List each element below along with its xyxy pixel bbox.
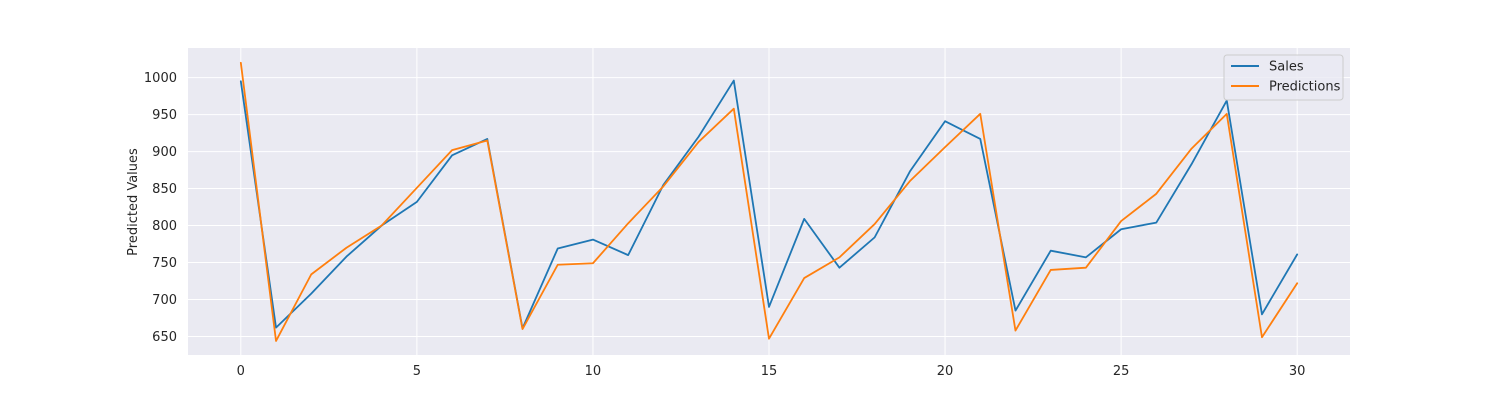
x-tick-label: 5 — [413, 364, 421, 379]
x-tick-label: 30 — [1289, 364, 1306, 379]
y-axis-label: Predicted Values — [126, 148, 141, 256]
y-tick-label: 650 — [152, 330, 177, 345]
legend: Sales Predictions — [1223, 54, 1344, 101]
series-layer — [239, 61, 1299, 342]
grid-layer — [188, 48, 1350, 355]
y-tick-label: 700 — [152, 293, 177, 308]
x-tick-labels: 0 5 10 15 20 25 30 — [237, 364, 1306, 379]
series-line-predictions — [239, 61, 1299, 342]
y-tick-labels: 650 700 750 800 850 900 950 1000 — [144, 71, 177, 345]
y-tick-label: 950 — [152, 108, 177, 123]
x-tick-label: 15 — [761, 364, 778, 379]
y-tick-label: 800 — [152, 219, 177, 234]
y-tick-label: 850 — [152, 182, 177, 197]
x-tick-label: 25 — [1113, 364, 1130, 379]
y-tick-label: 750 — [152, 256, 177, 271]
x-tick-label: 0 — [237, 364, 245, 379]
y-tick-label: 1000 — [144, 71, 177, 86]
x-tick-label: 20 — [937, 364, 954, 379]
x-tick-label: 10 — [585, 364, 602, 379]
legend-label-predictions: Predictions — [1269, 80, 1341, 95]
series-line-sales — [239, 79, 1299, 330]
legend-label-sales: Sales — [1269, 60, 1304, 75]
y-tick-label: 900 — [152, 145, 177, 160]
